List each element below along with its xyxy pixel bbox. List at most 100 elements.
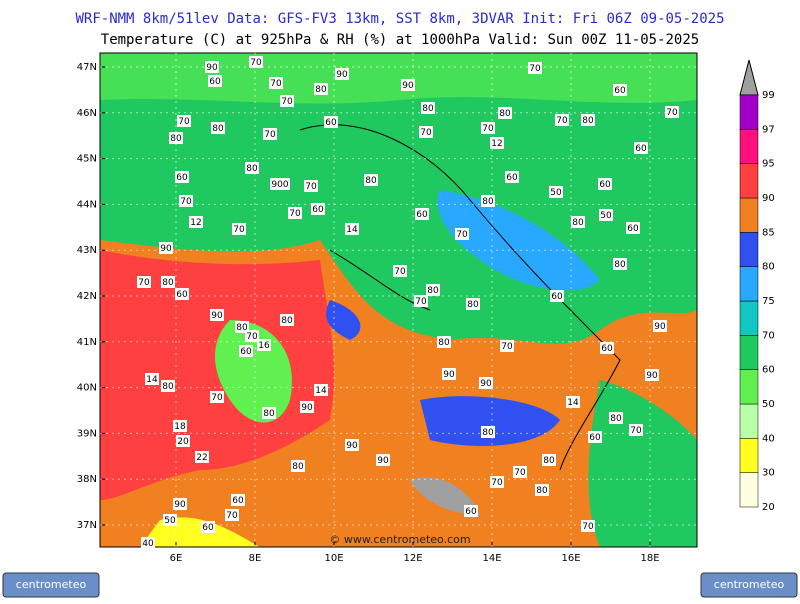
contour-label-box <box>393 265 407 277</box>
colorbar-swatch <box>739 472 759 508</box>
logo <box>700 572 798 598</box>
contour-label: 70 <box>270 79 282 89</box>
contour-label-box <box>245 162 259 174</box>
contour-label-box <box>173 498 187 510</box>
contour-label-box <box>314 83 328 95</box>
contour-label: 70 <box>415 297 427 307</box>
contour-label: 80 <box>536 486 548 496</box>
contour-label-box <box>210 391 224 403</box>
contour-label-box <box>232 223 246 235</box>
contour-label-box <box>414 295 428 307</box>
lon-label: 10E <box>324 553 343 564</box>
contour-label: 70 <box>281 97 293 107</box>
colorbar-label: 85 <box>762 227 775 238</box>
contour-label-box <box>419 126 433 138</box>
footer: centrometeo centrometeo <box>2 572 798 598</box>
colorbar-label: 80 <box>762 262 775 273</box>
contour-label: 80 <box>482 197 494 207</box>
contour-label-box <box>179 195 193 207</box>
contour-label-box <box>169 132 183 144</box>
contour-label: 70 <box>264 130 276 140</box>
contour-label-box <box>600 342 614 354</box>
contour-label: 90 <box>646 371 658 381</box>
contour-label-box <box>262 407 276 419</box>
colorbar-swatch <box>739 403 759 439</box>
colorbar-swatch <box>739 369 759 405</box>
contour-label: 90 <box>377 456 389 466</box>
contour-label: 90 <box>654 322 666 332</box>
lon-label: 14E <box>482 553 501 564</box>
contour-label: 50 <box>600 211 612 221</box>
lon-label: 6E <box>170 553 183 564</box>
contour-label: 60 <box>232 496 244 506</box>
contour-label: 20 <box>177 437 189 447</box>
lat-label: 43N <box>77 245 97 256</box>
lat-label: 46N <box>77 108 97 119</box>
contour-label: 80 <box>467 300 479 310</box>
contour-label: 90 <box>346 441 358 451</box>
contour-label-box <box>528 62 542 74</box>
contour-label-box <box>505 171 519 183</box>
contour-label: 60 <box>176 290 188 300</box>
contour-label-box <box>466 298 480 310</box>
contour-label: 70 <box>514 468 526 478</box>
contour-label-box <box>490 137 504 149</box>
contour-label-box <box>626 222 640 234</box>
contour-label: 12 <box>491 139 502 149</box>
contour-label: 60 <box>627 224 639 234</box>
colorbar-label: 30 <box>762 468 775 479</box>
contour-label: 80 <box>365 176 377 186</box>
contour-label: 70 <box>246 332 258 342</box>
contour-label: 70 <box>233 225 245 235</box>
contour-label-box <box>141 537 155 549</box>
logo-text: centrometeo <box>16 578 87 591</box>
contour-label: 70 <box>482 124 494 134</box>
contour-label: 60 <box>465 507 477 517</box>
contour-label: 70 <box>289 209 301 219</box>
contour-label: 80 <box>582 116 594 126</box>
contour-label: 70 <box>556 116 568 126</box>
field-alps <box>100 53 697 104</box>
contour-label: 50 <box>164 516 176 526</box>
contour-label: 60 <box>209 77 221 87</box>
field-lightblue <box>437 190 600 291</box>
colorbar-label: 95 <box>762 159 775 170</box>
contour-label-box <box>145 373 159 385</box>
contour-label: 80 <box>422 104 434 114</box>
contour-label: 900 <box>271 180 288 190</box>
contour-label: 90 <box>160 244 172 254</box>
contour-label: 80 <box>162 382 174 392</box>
contour-label-box <box>464 505 478 517</box>
contour-label-box <box>345 439 359 451</box>
contour-label-box <box>581 520 595 532</box>
contour-label-box <box>176 435 190 447</box>
contour-label: 60 <box>176 173 188 183</box>
colorbar-swatch <box>739 129 759 164</box>
lat-label: 47N <box>77 62 97 73</box>
contour-label-box <box>421 102 435 114</box>
contour-label-box <box>479 377 493 389</box>
contour-label-box <box>239 345 253 357</box>
contour-label: 90 <box>402 81 414 91</box>
field-gray <box>410 477 480 515</box>
contour-label-box <box>376 454 390 466</box>
contour-label-box <box>225 509 239 521</box>
contour-label-box <box>280 95 294 107</box>
contour-label-box <box>173 420 187 432</box>
lat-label: 45N <box>77 154 97 165</box>
contour-label-box <box>161 276 175 288</box>
contour-label: 70 <box>456 230 468 240</box>
contour-label: 70 <box>529 64 541 74</box>
contour-label: 14 <box>315 386 327 396</box>
contour-label: 60 <box>614 86 626 96</box>
contour-label: 80 <box>212 124 224 134</box>
contour-label: 70 <box>250 58 262 68</box>
colorbar-arrow <box>739 59 759 96</box>
contour-label-box <box>588 431 602 443</box>
contour-label: 80 <box>438 338 450 348</box>
contour-label: 70 <box>211 393 223 403</box>
field-blue <box>326 300 361 340</box>
logo-text: centrometeo <box>714 578 785 591</box>
contour-label: 70 <box>666 108 678 118</box>
contour-label: 70 <box>582 522 594 532</box>
